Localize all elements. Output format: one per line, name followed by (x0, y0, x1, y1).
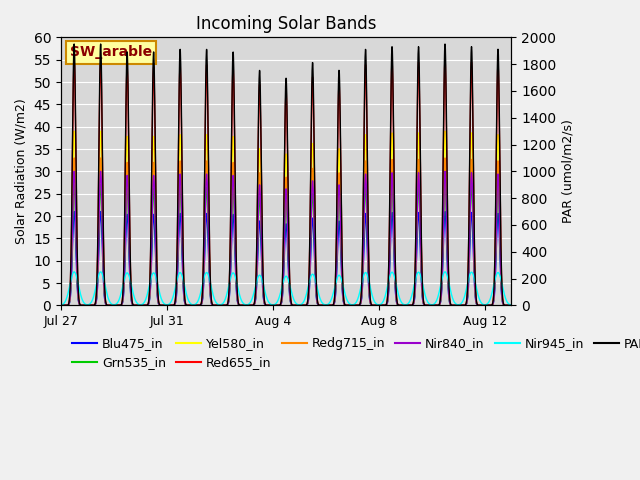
Nir840_in (154, 299, 162, 305)
Blu475_in (193, 302, 200, 308)
PAR_in (193, 302, 200, 308)
Yel580_in (305, 291, 312, 297)
PAR_in (93, 289, 100, 295)
Redg715_in (57, 302, 65, 308)
Nir840_in (70, 168, 78, 174)
Line: Redg715_in: Redg715_in (61, 158, 511, 305)
PAR_in (508, 302, 515, 308)
Red655_in (70, 57, 78, 62)
PAR_in (305, 285, 312, 291)
Blu475_in (305, 296, 312, 302)
Redg715_in (305, 292, 312, 298)
Red655_in (93, 290, 100, 296)
Nir945_in (70, 269, 78, 275)
Yel580_in (193, 302, 200, 308)
PAR_in (148, 108, 156, 113)
Y-axis label: Solar Radiation (W/m2): Solar Radiation (W/m2) (15, 98, 28, 244)
Y-axis label: PAR (umol/m2/s): PAR (umol/m2/s) (562, 120, 575, 223)
Nir840_in (93, 296, 100, 301)
Grn535_in (305, 294, 312, 300)
Yel580_in (508, 302, 515, 308)
Line: Grn535_in: Grn535_in (61, 185, 511, 305)
Legend: Blu475_in, Grn535_in, Yel580_in, Red655_in, Redg715_in, Nir840_in, Nir945_in, PA: Blu475_in, Grn535_in, Yel580_in, Red655_… (67, 332, 640, 374)
Blu475_in (508, 302, 515, 308)
Grn535_in (508, 302, 515, 308)
Nir840_in (193, 302, 200, 308)
Red655_in (148, 120, 156, 125)
Nir840_in (57, 302, 65, 308)
Grn535_in (148, 213, 156, 218)
Red655_in (193, 302, 200, 308)
Redg715_in (412, 256, 420, 262)
Yel580_in (148, 173, 156, 179)
Redg715_in (148, 192, 156, 198)
Red655_in (305, 286, 312, 292)
Grn535_in (193, 302, 200, 308)
Nir840_in (508, 302, 515, 308)
PAR_in (154, 296, 162, 301)
Line: Nir945_in: Nir945_in (61, 272, 511, 305)
Nir840_in (148, 203, 156, 208)
PAR_in (412, 221, 420, 227)
Blu475_in (70, 209, 78, 215)
Grn535_in (93, 297, 100, 302)
Red655_in (154, 296, 162, 302)
Line: Blu475_in: Blu475_in (61, 212, 511, 305)
Blu475_in (154, 300, 162, 306)
Nir840_in (305, 293, 312, 299)
Blu475_in (93, 298, 100, 303)
Grn535_in (412, 265, 420, 271)
Blu475_in (148, 233, 156, 239)
Yel580_in (412, 248, 420, 254)
Title: Incoming Solar Bands: Incoming Solar Bands (196, 15, 376, 33)
Nir945_in (148, 271, 156, 277)
Line: Yel580_in: Yel580_in (61, 131, 511, 305)
Grn535_in (154, 300, 162, 305)
Redg715_in (93, 295, 100, 301)
Redg715_in (193, 302, 200, 308)
PAR_in (57, 302, 65, 308)
Yel580_in (154, 298, 162, 304)
Grn535_in (70, 182, 78, 188)
Nir945_in (508, 302, 515, 308)
Line: Red655_in: Red655_in (61, 60, 511, 305)
Yel580_in (70, 128, 78, 134)
Nir945_in (412, 275, 420, 281)
PAR_in (70, 41, 78, 47)
Nir840_in (412, 261, 420, 266)
Line: Nir840_in: Nir840_in (61, 171, 511, 305)
Redg715_in (70, 155, 78, 161)
Yel580_in (57, 302, 65, 308)
Line: PAR_in: PAR_in (61, 44, 511, 305)
Red655_in (412, 226, 420, 231)
Red655_in (508, 302, 515, 308)
Text: SW_arable: SW_arable (70, 46, 152, 60)
Nir945_in (93, 282, 100, 288)
Nir945_in (57, 302, 65, 308)
Grn535_in (57, 302, 65, 308)
Nir945_in (305, 282, 312, 288)
Yel580_in (93, 294, 100, 300)
Red655_in (57, 302, 65, 308)
Redg715_in (154, 299, 162, 304)
Blu475_in (57, 302, 65, 308)
Nir945_in (193, 300, 200, 306)
Nir945_in (154, 284, 162, 290)
Blu475_in (412, 273, 420, 279)
Redg715_in (508, 302, 515, 308)
